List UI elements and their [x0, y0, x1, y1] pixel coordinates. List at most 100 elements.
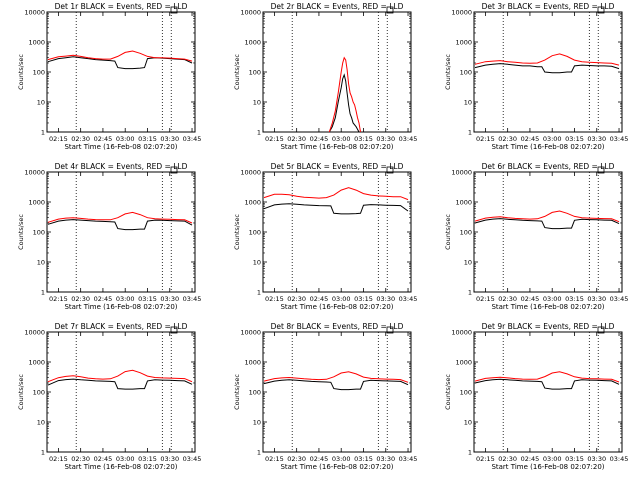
- title-marker: [170, 166, 178, 174]
- x-tick-label: 02:45: [94, 135, 113, 143]
- x-tick-label: 03:45: [399, 295, 418, 303]
- y-tick-label: 1000: [455, 199, 472, 207]
- y-tick-label: 1: [468, 449, 472, 457]
- plot-frame: [46, 11, 196, 133]
- y-tick-label: 1: [41, 129, 45, 137]
- x-tick-label: 03:15: [138, 135, 157, 143]
- y-tick-label: 100: [460, 389, 472, 397]
- panel-det-3r: Det 3r BLACK = Events, RED = LLD 1 10 100 10…: [444, 2, 628, 151]
- series-line-events: [47, 219, 193, 231]
- x-tick-label: 03:45: [183, 135, 202, 143]
- title-marker: [597, 326, 605, 334]
- y-tick-label: 1000: [244, 39, 261, 47]
- series-line-events: [263, 379, 409, 391]
- panel-title: Det 7r BLACK = Events, RED = LLD: [55, 322, 188, 331]
- y-tick-label: 1000: [455, 359, 472, 367]
- x-tick-label: 03:30: [587, 455, 606, 463]
- title-marker: [170, 6, 178, 14]
- plot-frame: [262, 331, 412, 453]
- panel-title: Det 6r BLACK = Events, RED = LLD: [482, 162, 615, 171]
- plot-frame: [46, 171, 196, 293]
- y-tick-label: 1: [468, 289, 472, 297]
- y-tick-label: 1: [468, 129, 472, 137]
- x-axis-label: Start Time (16-Feb-08 02:07:20): [280, 463, 393, 471]
- x-tick-label: 02:45: [310, 455, 329, 463]
- y-axis-label: Counts/sec: [233, 54, 241, 90]
- panel-title: Det 1r BLACK = Events, RED = LLD: [55, 2, 188, 11]
- x-tick-label: 03:00: [332, 135, 351, 143]
- title-marker: [386, 6, 394, 14]
- x-tick-label: 03:15: [138, 295, 157, 303]
- series-line-lld: [474, 210, 620, 223]
- x-tick-label: 03:30: [376, 135, 395, 143]
- x-axis-label: Start Time (16-Feb-08 02:07:20): [64, 143, 177, 151]
- series-line-lld: [263, 187, 409, 201]
- panel-det-1r: Det 1r BLACK = Events, RED = LLD 1 10 100 10…: [17, 2, 201, 151]
- x-tick-label: 02:45: [94, 455, 113, 463]
- x-tick-label: 03:15: [354, 455, 373, 463]
- series-line-lld: [474, 371, 620, 383]
- x-tick-label: 03:15: [354, 135, 373, 143]
- x-tick-label: 02:30: [287, 135, 306, 143]
- x-axis-label: Start Time (16-Feb-08 02:07:20): [64, 303, 177, 311]
- series-line-events: [328, 73, 360, 132]
- x-tick-label: 02:15: [476, 455, 495, 463]
- plot-frame: [473, 331, 623, 453]
- y-axis-label: Counts/sec: [444, 54, 452, 90]
- x-tick-label: 02:15: [265, 455, 284, 463]
- x-tick-label: 02:15: [265, 135, 284, 143]
- y-tick-label: 100: [33, 389, 45, 397]
- x-tick-label: 02:30: [71, 135, 90, 143]
- series-line-lld: [328, 56, 361, 132]
- panel-det-2r: Det 2r BLACK = Events, RED = LLD 1 10 100 10…: [233, 2, 417, 151]
- x-tick-label: 03:45: [610, 295, 629, 303]
- y-tick-label: 10000: [451, 169, 472, 177]
- y-tick-label: 1000: [28, 199, 45, 207]
- y-tick-label: 10000: [24, 329, 45, 337]
- x-tick-label: 03:30: [587, 295, 606, 303]
- y-tick-label: 10000: [24, 9, 45, 17]
- y-tick-label: 10: [464, 259, 472, 267]
- y-axis-label: Counts/sec: [17, 214, 25, 250]
- x-axis-label: Start Time (16-Feb-08 02:07:20): [491, 463, 604, 471]
- series-line-lld: [47, 50, 193, 62]
- x-tick-label: 02:45: [521, 455, 540, 463]
- panel-det-4r: Det 4r BLACK = Events, RED = LLD 1 10 100 10…: [17, 162, 201, 311]
- y-tick-label: 1000: [28, 39, 45, 47]
- y-tick-label: 10000: [451, 329, 472, 337]
- title-marker: [386, 326, 394, 334]
- x-tick-label: 02:15: [49, 455, 68, 463]
- x-axis-label: Start Time (16-Feb-08 02:07:20): [491, 143, 604, 151]
- x-tick-label: 02:45: [310, 295, 329, 303]
- y-tick-label: 10: [464, 99, 472, 107]
- x-tick-label: 03:30: [376, 455, 395, 463]
- x-tick-label: 03:00: [332, 295, 351, 303]
- plot-frame: [262, 171, 412, 293]
- x-axis-label: Start Time (16-Feb-08 02:07:20): [64, 463, 177, 471]
- x-tick-label: 03:00: [543, 455, 562, 463]
- series-line-lld: [47, 211, 193, 224]
- y-axis-label: Counts/sec: [17, 54, 25, 90]
- panel-title: Det 2r BLACK = Events, RED = LLD: [271, 2, 404, 11]
- y-tick-label: 10: [253, 419, 261, 427]
- y-tick-label: 10: [253, 259, 261, 267]
- y-tick-label: 100: [249, 389, 261, 397]
- y-tick-label: 1: [257, 129, 261, 137]
- x-tick-label: 02:30: [71, 455, 90, 463]
- x-axis-label: Start Time (16-Feb-08 02:07:20): [280, 303, 393, 311]
- x-tick-label: 03:00: [116, 295, 135, 303]
- y-tick-label: 10000: [451, 9, 472, 17]
- x-tick-label: 03:15: [565, 455, 584, 463]
- x-tick-label: 03:15: [354, 295, 373, 303]
- x-tick-label: 03:00: [543, 295, 562, 303]
- x-tick-label: 02:30: [498, 135, 517, 143]
- y-tick-label: 10000: [24, 169, 45, 177]
- panel-title: Det 9r BLACK = Events, RED = LLD: [482, 322, 615, 331]
- y-axis-label: Counts/sec: [444, 214, 452, 250]
- title-marker: [170, 326, 178, 334]
- y-tick-label: 1: [257, 289, 261, 297]
- y-tick-label: 10: [37, 419, 45, 427]
- x-tick-label: 03:00: [116, 135, 135, 143]
